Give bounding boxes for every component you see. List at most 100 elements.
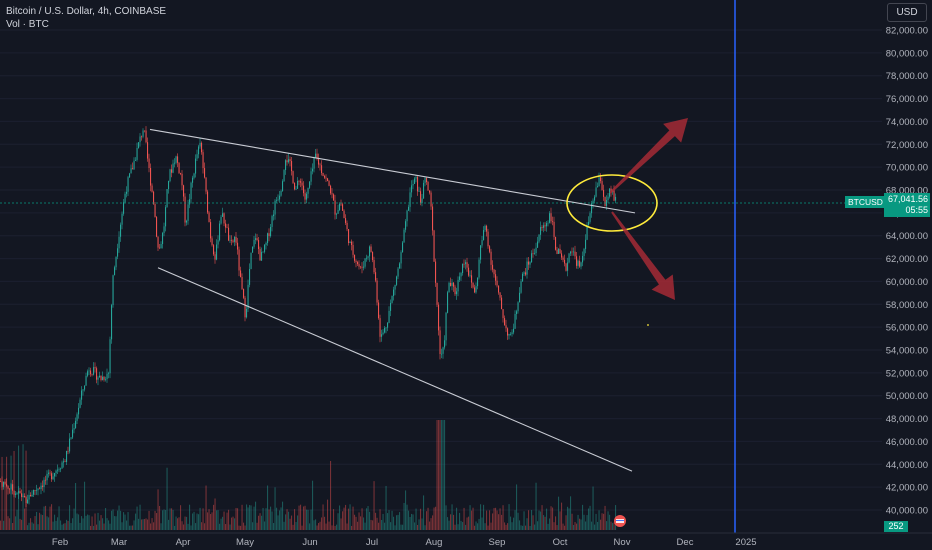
volume-bar [394,525,396,530]
volume-bar [426,511,428,530]
volume-bar [235,507,237,530]
volume-bar [537,521,539,530]
candle-body [235,236,237,243]
volume-bar [525,525,527,530]
time-axis[interactable]: Feb Mar Apr May Jun Jul Aug Sep Oct Nov Dec 2025 [52,537,757,548]
candle-body [333,194,335,201]
candle-body [448,282,450,293]
candle-body [247,284,249,309]
volume-bar [477,523,479,530]
volume-bar [427,507,429,530]
candle-body [171,169,173,173]
volume-bar [243,522,245,530]
annotation-arrow[interactable] [609,118,688,194]
candle-body [180,172,182,174]
time-tick-label: Jun [302,537,317,548]
candle-body [100,375,102,381]
volume-bar [139,504,141,530]
candle-body [94,367,96,369]
volume-bar [336,524,338,530]
volume-bar [126,520,128,530]
volume-bar [222,516,224,530]
candle-body [273,214,275,217]
volume-bar [474,525,476,530]
volume-bar [99,520,101,530]
candle-body [46,473,48,481]
volume-bar [195,523,197,530]
candle-body [562,257,564,260]
trendline[interactable] [157,267,633,472]
candle-body [252,246,254,253]
candle-body [552,221,554,222]
volume-bar [540,511,542,530]
candle-body [340,203,342,205]
candle-body [600,177,602,182]
time-tick-label: Sep [489,537,506,548]
annotations[interactable] [566,118,688,326]
volume-bar [568,508,570,530]
volume-bar [337,513,339,530]
candle-body [570,251,572,254]
volume-bar [360,516,362,530]
volume-bar [471,510,473,530]
volume-bar [82,518,84,530]
volume-bar [430,518,432,530]
candle-body [343,210,345,219]
volume-bar [232,516,234,530]
flag-icon[interactable] [614,515,626,527]
price-tick-label: 42,000.00 [886,483,928,494]
trendlines[interactable] [149,128,636,472]
volume-bar [505,524,507,530]
volume-bar [138,518,140,530]
candle-body [22,495,24,497]
volume-bar [379,509,381,530]
candle-body [178,162,180,173]
candle-body [468,267,470,276]
candle-body [363,266,365,268]
volume-bar [237,508,239,530]
annotation-ellipse[interactable] [566,174,658,232]
volume-bar [309,523,311,530]
volume-bar [277,515,279,530]
volume-bar [129,525,131,530]
candle-body [186,220,188,223]
candle-body [18,491,20,494]
volume-bar [7,516,9,530]
volume-bar [484,523,486,530]
volume-bar [213,504,215,530]
candle-body [408,206,410,211]
candle-body [385,327,387,329]
trendline[interactable] [149,128,636,214]
candle-body [399,263,401,269]
currency-button[interactable]: USD [887,3,927,22]
volume-bar [600,519,602,530]
volume-bar [184,516,186,530]
candle-body [534,253,536,254]
candle-body [372,251,374,261]
volume-bar [118,505,120,530]
candle-body [502,309,504,319]
price-axis[interactable]: 82,000.00 80,000.00 78,000.00 76,000.00 74,0… [886,26,928,517]
volume-bar [135,513,137,530]
volume-bar [250,505,252,530]
volume-bar [583,514,585,530]
volume-bar [255,501,257,530]
candle-body [607,196,609,201]
volume-bar [163,509,165,530]
candle-body [556,249,558,254]
volume-bar [385,485,387,530]
candle-body [450,282,452,286]
volume-bar [393,516,395,530]
volume-bar [265,508,267,530]
candle-body [138,142,140,149]
volume-bar [483,504,485,530]
volume-bar [166,467,168,530]
candle-body [223,213,225,224]
annotation-arrow[interactable] [611,211,675,300]
candle-body [201,142,203,153]
candle-body [19,491,21,494]
candle-body [613,190,615,201]
candle-body [526,261,528,275]
volume-bar [489,510,491,530]
